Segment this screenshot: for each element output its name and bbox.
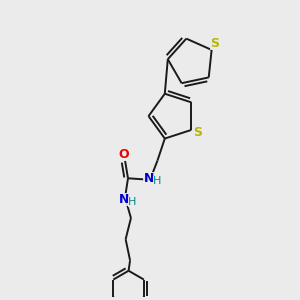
Text: S: S [210,38,219,50]
Text: H: H [153,176,162,186]
Text: N: N [143,172,154,185]
Text: H: H [128,197,136,207]
Text: S: S [193,126,202,140]
Text: O: O [118,148,129,160]
Text: N: N [118,193,129,206]
